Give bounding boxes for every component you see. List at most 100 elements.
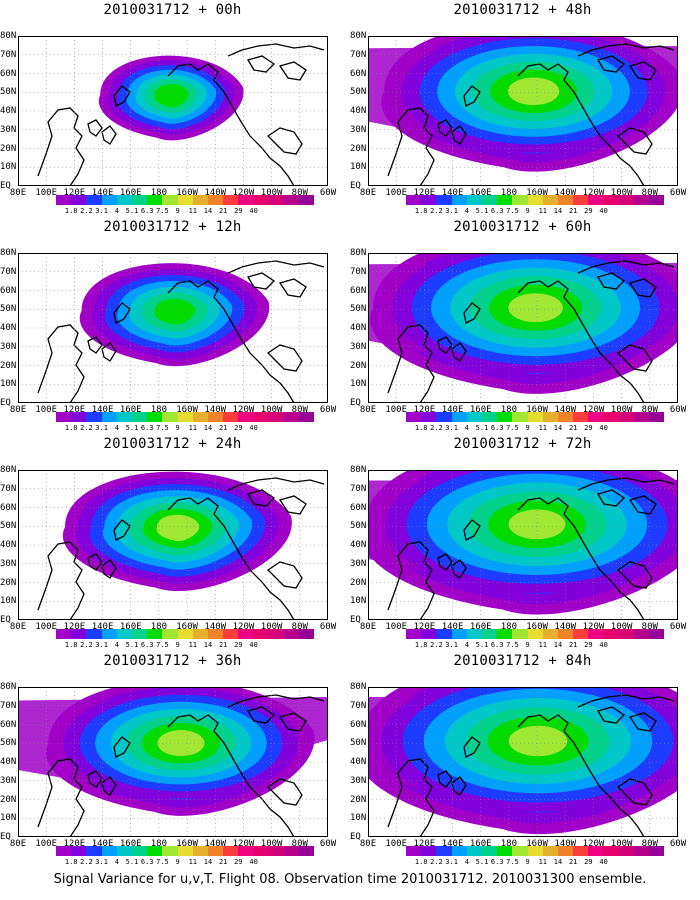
- lat-tick-label: 80N: [0, 248, 17, 258]
- coastline: [101, 776, 117, 796]
- colorbar-swatch: [466, 846, 482, 856]
- lat-tick-label: 10N: [350, 813, 367, 824]
- colorbar-swatch: [618, 629, 634, 639]
- lat-tick-label: 10N: [0, 379, 17, 390]
- colorbar-label: 29: [584, 858, 593, 866]
- colorbar-label: 1.8: [64, 424, 78, 432]
- lon-tick-label: 120E: [63, 839, 86, 849]
- lat-tick-label: 50N: [350, 87, 367, 98]
- coastline: [577, 43, 675, 57]
- colorbar-label: 6.3: [490, 207, 504, 215]
- lat-tick-label: 70N: [0, 700, 17, 711]
- colorbar-label: 11: [538, 858, 548, 866]
- colorbar-label: 14: [203, 424, 213, 432]
- colorbar-swatch: [633, 846, 649, 856]
- colorbar-label: 14: [553, 207, 563, 215]
- lon-tick-label: 80E: [359, 622, 377, 632]
- colorbar-label: 4: [464, 424, 469, 432]
- lon-tick-label: 160W: [176, 188, 198, 198]
- lat-tick-label: 40N: [350, 757, 367, 767]
- lon-tick-label: 80W: [291, 405, 308, 415]
- colorbar-swatch: [101, 846, 117, 856]
- map-plot: [368, 36, 678, 186]
- colorbar-label: 29: [584, 641, 593, 649]
- lon-tick-label: 80E: [9, 622, 27, 632]
- lon-tick-label: 160W: [526, 839, 548, 849]
- lon-tick-label: 160E: [119, 405, 142, 415]
- coastline: [101, 342, 117, 362]
- colorbar-label: 40: [599, 858, 608, 866]
- coastline: [213, 79, 295, 186]
- colorbar-swatch: [177, 846, 193, 856]
- coastline: [563, 296, 645, 403]
- lat-tick-label: 40N: [350, 323, 367, 333]
- lat-tick-label: 20N: [0, 794, 17, 805]
- coastline: [266, 127, 303, 155]
- colorbar-swatch: [223, 195, 239, 205]
- colorbar-label: 21: [218, 641, 228, 649]
- variance-contour: [508, 509, 566, 540]
- colorbar-label: 40: [599, 424, 608, 432]
- colorbar: [56, 195, 315, 205]
- colorbar: [406, 195, 665, 205]
- coastline: [451, 125, 467, 145]
- lat-tick-label: 20N: [350, 577, 367, 588]
- lat-tick-label: 40N: [0, 323, 17, 333]
- lat-tick-label: 50N: [0, 521, 17, 532]
- lon-tick-label: 140E: [91, 839, 114, 849]
- lon-tick-label: 160E: [119, 839, 142, 849]
- coastline: [616, 561, 653, 589]
- colorbar-swatch: [223, 846, 239, 856]
- lat-tick-label: 50N: [350, 304, 367, 315]
- colorbar-label: 9: [525, 858, 530, 866]
- lon-tick-label: 120W: [232, 839, 255, 849]
- coastline: [227, 477, 325, 491]
- colorbar-label: 29: [584, 424, 593, 432]
- coastline: [577, 694, 675, 708]
- colorbar-swatch: [56, 846, 72, 856]
- coastline: [463, 736, 481, 758]
- colorbar-swatch: [177, 412, 193, 422]
- colorbar-label: 4: [464, 207, 469, 215]
- coastline: [167, 497, 219, 515]
- colorbar-swatch: [253, 629, 269, 639]
- colorbar-label: 9: [525, 641, 530, 649]
- colorbar-swatch: [481, 412, 498, 422]
- colorbar-label: 6.3: [140, 641, 154, 649]
- lat-tick-label: 60N: [350, 285, 367, 296]
- colorbar-label: 5.1: [125, 424, 139, 432]
- colorbar-swatch: [527, 846, 543, 856]
- colorbar-swatch: [283, 846, 299, 856]
- lat-tick-label: 30N: [350, 124, 367, 135]
- lat-tick-label: 80N: [0, 465, 17, 475]
- coastline: [437, 119, 453, 137]
- lat-tick-label: 70N: [350, 49, 367, 60]
- lat-tick-label: 60N: [0, 68, 17, 79]
- coastline: [227, 260, 325, 274]
- colorbar-label: 9: [175, 641, 180, 649]
- colorbar-swatch: [497, 846, 513, 856]
- colorbar-label: 11: [188, 207, 198, 215]
- colorbar-swatch: [162, 846, 178, 856]
- map-plot: [18, 687, 328, 837]
- colorbar-swatch: [131, 846, 148, 856]
- lat-tick-label: 40N: [350, 540, 367, 550]
- map-panel: 2010031712 + 72h 80N 70N 60N 50N 40N 30N 20N 10N…: [350, 434, 695, 659]
- colorbar-label: 1.8: [414, 858, 428, 866]
- map-plot: [18, 36, 328, 186]
- colorbar-label: 3.1: [445, 858, 458, 866]
- colorbar-swatch: [649, 846, 665, 856]
- colorbar-label: 21: [568, 207, 578, 215]
- colorbar-swatch: [542, 412, 558, 422]
- lon-tick-label: 120E: [413, 622, 436, 632]
- map-frame: [18, 253, 328, 403]
- colorbar-label: 5.1: [475, 858, 489, 866]
- lat-tick-label: EQ: [0, 832, 11, 842]
- coastline: [451, 559, 467, 579]
- colorbar-swatch: [421, 195, 437, 205]
- colorbar-label: 6.3: [490, 641, 504, 649]
- lat-tick-label: 70N: [350, 266, 367, 277]
- lat-tick-label: EQ: [350, 832, 361, 842]
- map-frame: [18, 470, 328, 620]
- colorbar-label: 40: [599, 641, 608, 649]
